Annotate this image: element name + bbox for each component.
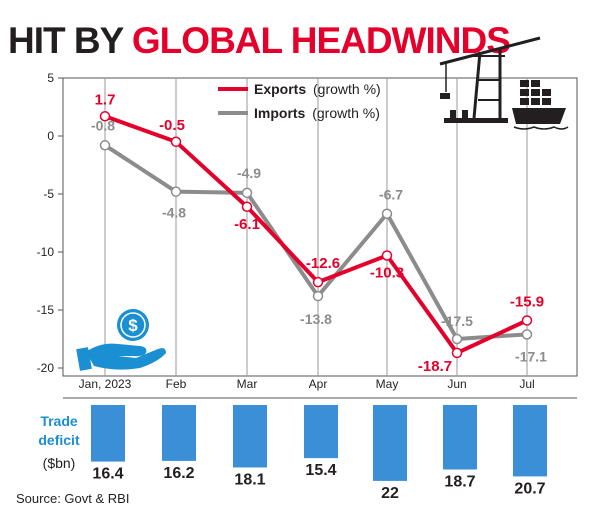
data-point-exports (451, 347, 463, 359)
data-point-imports (241, 187, 253, 199)
y-tick-label: -15 (37, 303, 55, 317)
deficit-bar-label: 20.7 (514, 480, 545, 497)
x-tick-label: Apr (309, 377, 328, 391)
deficit-bar-label: 22 (381, 485, 399, 502)
deficit-bar-label: 18.1 (234, 471, 265, 488)
x-tick-label: Jun (447, 377, 466, 391)
data-label-imports: -13.8 (300, 311, 332, 327)
data-label-imports: -17.1 (515, 348, 547, 364)
x-tick-label: Jan, 2023 (79, 377, 132, 391)
data-label-exports: -12.6 (306, 255, 340, 272)
deficit-bar (91, 405, 125, 462)
deficit-bar (443, 405, 477, 470)
deficit-label-line-1: Trade (40, 413, 78, 429)
deficit-bar (513, 405, 547, 477)
grid-lines (104, 78, 528, 376)
deficit-bar-label: 16.2 (163, 465, 194, 482)
data-point-imports (521, 329, 533, 340)
data-label-imports: -6.7 (379, 187, 403, 203)
data-point-exports (241, 201, 253, 213)
legend: Exports (growth %) Imports (growth %) (218, 81, 381, 121)
series-points (99, 111, 533, 359)
data-label-imports: -0.8 (91, 117, 115, 133)
data-label-exports: -0.5 (159, 117, 185, 134)
data-point-imports (99, 140, 111, 151)
data-label-exports: 1.7 (95, 91, 116, 108)
deficit-label-line-2: deficit (38, 432, 80, 448)
legend-imports-label: Imports (growth %) (254, 105, 380, 121)
data-point-imports (170, 186, 182, 197)
port-crane-ship-icon (439, 36, 569, 130)
chart-title: HIT BY GLOBAL HEADWINDS (8, 20, 511, 61)
data-point-exports (170, 136, 182, 148)
deficit-bar (233, 405, 267, 468)
data-point-exports (99, 111, 111, 122)
y-tick-label: -20 (37, 361, 55, 375)
x-tick-label: Jul (519, 377, 534, 391)
plot-frame (62, 77, 578, 377)
data-point-imports (451, 333, 463, 345)
data-label-imports: -4.9 (237, 165, 261, 181)
deficit-bar (162, 405, 196, 461)
data-point-exports (312, 276, 324, 288)
y-tick-label: 5 (47, 71, 54, 85)
data-labels: 1.7 -0.5 -6.1 -12.6 -10.3 -18.7 -15.9 -0.8 -4.8 -… (91, 91, 547, 375)
x-axis: Jan, 2023 Feb Mar Apr May Jun Jul (79, 377, 535, 391)
data-label-exports: -10.3 (370, 264, 404, 281)
title-part-accent: GLOBAL HEADWINDS (131, 20, 511, 61)
data-point-imports (381, 208, 393, 219)
data-label-imports: -17.5 (441, 313, 473, 329)
x-tick-label: May (376, 377, 399, 391)
deficit-bar-label: 15.4 (305, 462, 336, 479)
title-part-dark: HIT BY (8, 20, 132, 61)
y-tick-label: 0 (47, 129, 54, 143)
source-note: Source: Govt & RBI (16, 491, 130, 506)
data-label-exports: -15.9 (510, 293, 544, 310)
deficit-bar-label: 18.7 (444, 474, 475, 491)
deficit-bar-labels: 16.4 16.2 18.1 15.4 22 18.7 20.7 (92, 462, 545, 502)
svg-text:$: $ (128, 316, 138, 335)
data-point-exports (381, 250, 393, 261)
deficit-bars (91, 405, 547, 481)
x-tick-label: Mar (237, 377, 258, 391)
deficit-unit: ($bn) (42, 455, 76, 471)
y-axis: 5 0 -5 -10 -15 -20 (37, 71, 63, 375)
data-point-imports (312, 290, 324, 302)
y-tick-label: -5 (43, 187, 54, 201)
y-tick-label: -10 (37, 245, 55, 259)
deficit-bar (373, 405, 407, 481)
legend-exports-label: Exports (growth %) (254, 81, 381, 97)
x-tick-label: Feb (166, 377, 187, 391)
data-label-exports: -6.1 (234, 216, 260, 233)
data-label-exports: -18.7 (418, 358, 452, 375)
series-line-imports (103, 143, 528, 341)
deficit-bar-label: 16.4 (92, 466, 123, 483)
deficit-label: Trade deficit (24, 412, 94, 450)
hand-holding-dollar-coin-icon: $ (76, 309, 166, 371)
data-point-exports (521, 315, 533, 326)
data-label-imports: -4.8 (162, 205, 186, 221)
deficit-bar (304, 405, 338, 459)
